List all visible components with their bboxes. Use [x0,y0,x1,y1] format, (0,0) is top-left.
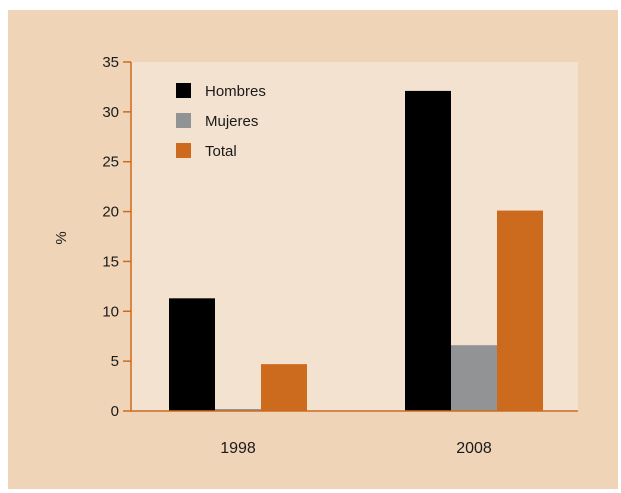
legend-swatch-mujeres [176,113,191,128]
x-axis: 1998 2008 [131,410,578,457]
y-axis: 0 5 10 15 20 25 30 35 [102,54,132,420]
legend-swatch-total [176,143,191,158]
y-tick-label-25: 25 [102,154,119,171]
y-tick-label-0: 0 [111,403,119,420]
legend-label-mujeres: Mujeres [205,113,258,130]
legend-swatch-hombres [176,83,191,98]
bar-mujeres-2008 [451,345,497,411]
y-tick-label-10: 10 [102,303,119,320]
y-tick-label-35: 35 [102,54,119,71]
legend: Hombres Mujeres Total [176,83,266,160]
y-tick-label-30: 30 [102,104,119,121]
x-tick-label-1998: 1998 [220,440,256,457]
x-tick-label-2008: 2008 [456,440,492,457]
bar-mujeres-1998 [215,409,261,411]
bars-group [169,90,543,411]
y-tick-label-15: 15 [102,253,119,270]
bar-total-2008 [497,210,543,411]
bar-hombres-1998 [169,298,215,411]
y-tick-label-20: 20 [102,204,119,221]
y-axis-title: % [53,231,70,244]
bar-hombres-2008 [405,90,451,411]
legend-label-hombres: Hombres [205,83,266,100]
bar-total-1998 [261,364,307,411]
legend-label-total: Total [205,143,237,160]
y-tick-label-5: 5 [111,353,119,370]
